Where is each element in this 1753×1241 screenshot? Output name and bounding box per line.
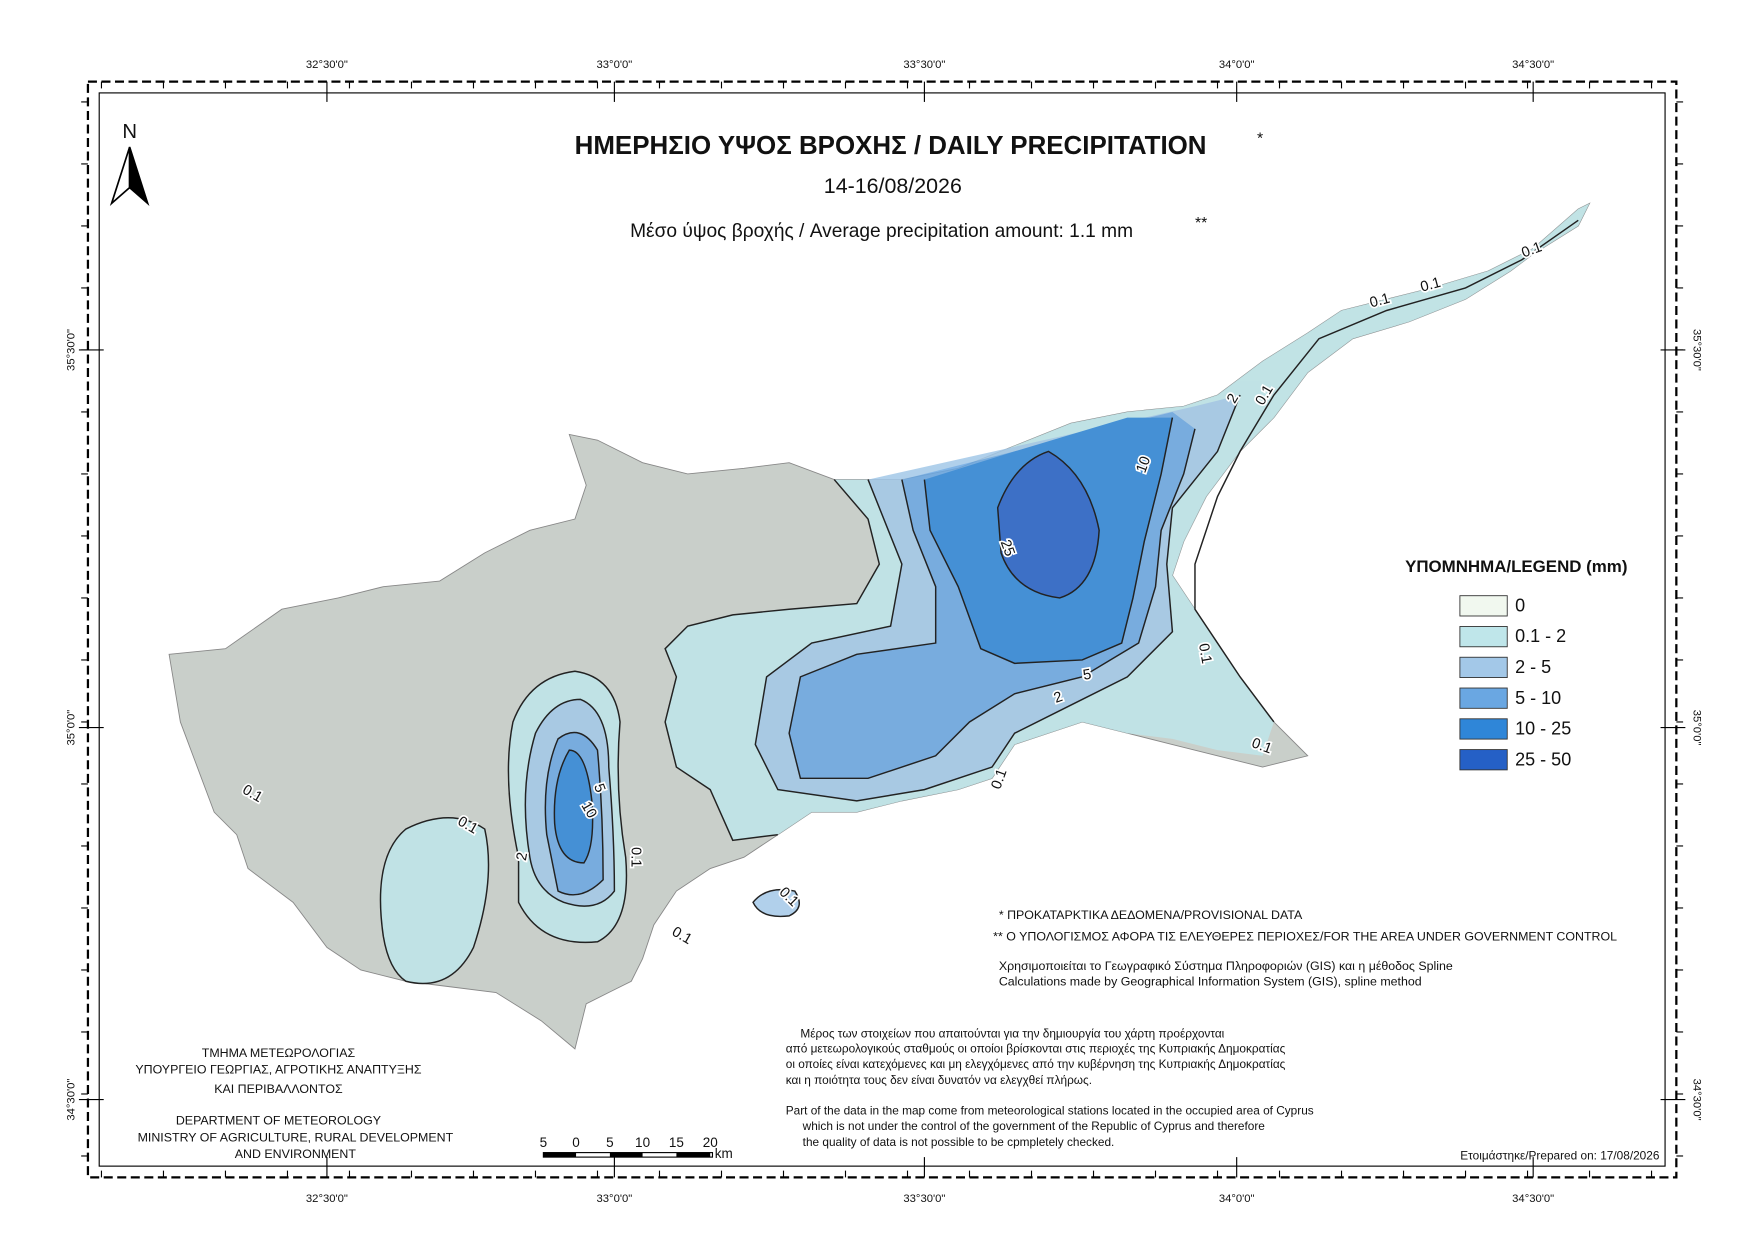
zone-troodos-10 — [554, 750, 593, 863]
isoline — [1194, 219, 1579, 723]
zone-small — [753, 889, 800, 917]
legend-label: 5 - 10 — [1515, 688, 1561, 708]
scale-label: 15 — [669, 1135, 684, 1150]
scale-label: 20 — [703, 1135, 718, 1150]
legend-label: 0.1 - 2 — [1515, 626, 1566, 646]
frame — [86, 80, 1678, 1179]
contour-label: 0.1 — [1195, 642, 1214, 665]
isoline — [996, 450, 1100, 599]
legend-swatch — [1459, 656, 1508, 678]
lon-label: 33°0'0" — [597, 1193, 633, 1205]
zone-west — [380, 817, 489, 984]
credits: ΤΜΗΜΑ ΜΕΤΕΩΡΟΛΟΓΙΑΣ ΥΠΟΥΡΓΕΙΟ ΓΕΩΡΓΙΑΣ, … — [135, 1046, 453, 1161]
coordinate-labels: 32°30'0" 33°0'0" 33°30'0" 34°0'0" 34°30'0" 32… — [65, 59, 1702, 1205]
lon-label: 32°30'0" — [306, 1193, 348, 1205]
legend-label: 25 - 50 — [1515, 749, 1571, 769]
lon-label: 33°30'0" — [903, 59, 945, 71]
zone-25-50 — [997, 451, 1100, 598]
inner-frame — [98, 92, 1666, 1167]
subtitle-marker: ** — [1195, 215, 1207, 232]
note: * ΠΡΟΚΑΤΑΡΚΤΙΚΑ ΔΕΔΟΜΕΝΑ/PROVISIONAL DAT… — [999, 908, 1303, 922]
lat-label: 35°0'0" — [65, 710, 77, 746]
lat-label: 34°30'0" — [65, 1079, 77, 1121]
isoline — [553, 749, 594, 864]
legend-swatch — [1459, 595, 1508, 617]
lat-label: 35°0'0" — [1690, 710, 1702, 746]
legend-swatch — [1459, 626, 1508, 648]
isoline — [544, 731, 604, 896]
isoline — [507, 670, 628, 944]
frame-ticks — [78, 81, 1686, 1178]
note: Χρησιμοποιείται το Γεωγραφικό Σύστημα Πλ… — [999, 959, 1453, 973]
legend-swatch — [1459, 687, 1508, 709]
legend-title: ΥΠΟΜΝΗΜΑ/LEGEND (mm) — [1405, 557, 1627, 576]
disclaimer-line: και η ποιότητα τους δεν είναι δυνατόν να… — [786, 1073, 1092, 1087]
credit-line: ΥΠΟΥΡΓΕΙΟ ΓΕΩΡΓΙΑΣ, ΑΓΡΟΤΙΚΗΣ ΑΝΑΠΤΥΞΗΣ — [135, 1063, 421, 1077]
isolines — [379, 219, 1579, 985]
subtitle: Μέσο ύψος βροχής / Average precipitation… — [630, 221, 1133, 242]
scale-label: 5 — [606, 1135, 614, 1150]
date: 14-16/08/2026 — [824, 174, 962, 198]
lon-label: 34°0'0" — [1219, 59, 1255, 71]
credit-line: DEPARTMENT OF METEOROLOGY — [176, 1113, 381, 1127]
credit-line: MINISTRY OF AGRICULTURE, RURAL DEVELOPME… — [138, 1130, 454, 1144]
scale-label: 5 — [540, 1135, 548, 1150]
legend-swatch — [1459, 718, 1508, 740]
legend-swatch — [1459, 749, 1508, 771]
lon-label: 33°0'0" — [597, 59, 633, 71]
disclaimer-line: Μέρος των στοιχείων που απαιτούνται για … — [800, 1027, 1224, 1041]
scale-bar-segment — [543, 1152, 577, 1158]
credit-line: AND ENVIRONMENT — [235, 1147, 357, 1161]
title: ΗΜΕΡΗΣΙΟ ΥΨΟΣ ΒΡΟΧΗΣ / DAILY PRECIPITATI… — [575, 132, 1207, 160]
scale-bar-segment — [676, 1152, 711, 1158]
disclaimer-line: οι οποίες είναι κατεχόμενες και μη ελεγχ… — [786, 1057, 1286, 1071]
isoline — [754, 394, 1241, 802]
scale-label: 10 — [635, 1135, 650, 1150]
disclaimer-line: Part of the data in the map come from me… — [786, 1103, 1314, 1117]
lon-label: 34°0'0" — [1219, 1193, 1255, 1205]
scale-label: 0 — [572, 1135, 580, 1150]
contour-label: 0.1 — [627, 847, 643, 867]
scale-bar-segment — [609, 1152, 643, 1158]
north-label: N — [122, 121, 137, 143]
credit-line: ΤΜΗΜΑ ΜΕΤΕΩΡΟΛΟΓΙΑΣ — [202, 1046, 356, 1060]
isoline — [664, 479, 881, 842]
legend-label: 10 - 25 — [1515, 719, 1571, 739]
disclaimer-line: the quality of data is not possible to b… — [803, 1135, 1115, 1149]
isoline — [524, 698, 616, 907]
contour-label: 10 — [1134, 454, 1155, 475]
scale-bar: 5 0 5 10 15 20 km — [540, 1135, 733, 1161]
isoline — [788, 428, 1196, 780]
north-arrow-right — [128, 146, 150, 207]
disclaimer: Μέρος των στοιχείων που απαιτούνται για … — [786, 1027, 1314, 1149]
lon-label: 34°30'0" — [1512, 59, 1554, 71]
title-marker: * — [1257, 131, 1263, 148]
prepared-date: Ετοιμάστηκε/Prepared on: 17/08/2026 — [1460, 1148, 1660, 1162]
lon-label: 34°30'0" — [1512, 1193, 1554, 1205]
note: ** Ο ΥΠΟΛΟΓΙΣΜΟΣ ΑΦΟΡΑ ΤΙΣ ΕΛΕΥΘΕΡΕΣ ΠΕΡ… — [993, 930, 1617, 944]
isoline — [379, 817, 490, 985]
disclaimer-line: which is not under the control of the go… — [802, 1119, 1266, 1133]
legend-label: 2 - 5 — [1515, 657, 1551, 677]
lon-label: 32°30'0" — [306, 59, 348, 71]
isoline — [752, 888, 800, 918]
legend: 0 0.1 - 2 2 - 5 5 - 10 10 - 25 25 - 50 — [1459, 595, 1571, 771]
contour-label: 25 — [997, 538, 1018, 559]
lat-label: 35°30'0" — [65, 329, 77, 371]
disclaimer-line: από μετεωρολογικούς σταθμούς οι οποίοι β… — [786, 1041, 1286, 1055]
note: Calculations made by Geographical Inform… — [999, 975, 1422, 989]
lat-label: 34°30'0" — [1690, 1079, 1702, 1121]
lat-label: 35°30'0" — [1690, 329, 1702, 371]
isoline — [923, 417, 1174, 665]
lon-label: 33°30'0" — [903, 1193, 945, 1205]
scale-unit: km — [715, 1146, 733, 1161]
legend-label: 0 — [1515, 595, 1525, 615]
credit-line: ΚΑΙ ΠΕΡΙΒΑΛΛΟΝΤΟΣ — [214, 1082, 343, 1096]
